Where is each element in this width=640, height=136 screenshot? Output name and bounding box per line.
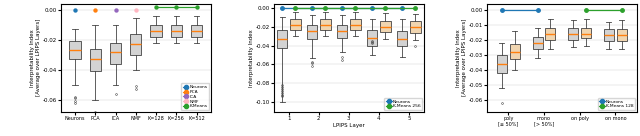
Legend: Neurons, PCA, ICA, NMF, K-Means: Neurons, PCA, ICA, NMF, K-Means bbox=[181, 83, 209, 110]
Y-axis label: Interpretability Index
[Average over LPIPS Layers]: Interpretability Index [Average over LPI… bbox=[456, 19, 467, 96]
PathPatch shape bbox=[277, 30, 287, 48]
PathPatch shape bbox=[617, 30, 627, 41]
Point bbox=[151, 6, 161, 8]
PathPatch shape bbox=[410, 21, 420, 33]
PathPatch shape bbox=[497, 55, 507, 73]
PathPatch shape bbox=[171, 25, 182, 37]
Y-axis label: Interpretability Index: Interpretability Index bbox=[249, 29, 254, 87]
PathPatch shape bbox=[150, 25, 162, 37]
PathPatch shape bbox=[130, 34, 141, 55]
PathPatch shape bbox=[191, 25, 202, 37]
PathPatch shape bbox=[367, 30, 378, 46]
Point bbox=[191, 6, 202, 8]
Point bbox=[70, 9, 80, 11]
PathPatch shape bbox=[337, 25, 348, 38]
Legend: Neurons, K-Means 128: Neurons, K-Means 128 bbox=[598, 98, 636, 110]
PathPatch shape bbox=[290, 19, 301, 30]
PathPatch shape bbox=[350, 19, 361, 30]
Y-axis label: Interpretability Index
[Average over LPIPS Layers]: Interpretability Index [Average over LPI… bbox=[30, 19, 41, 96]
PathPatch shape bbox=[509, 44, 520, 59]
PathPatch shape bbox=[380, 21, 390, 32]
Point bbox=[131, 9, 141, 11]
PathPatch shape bbox=[581, 28, 591, 38]
PathPatch shape bbox=[532, 37, 543, 49]
PathPatch shape bbox=[320, 19, 331, 30]
X-axis label: LPIPS Layer: LPIPS Layer bbox=[333, 123, 365, 129]
PathPatch shape bbox=[69, 41, 81, 59]
PathPatch shape bbox=[568, 28, 578, 40]
PathPatch shape bbox=[90, 49, 101, 71]
Point bbox=[111, 9, 121, 11]
Point bbox=[90, 9, 100, 11]
PathPatch shape bbox=[397, 31, 408, 47]
PathPatch shape bbox=[110, 43, 121, 64]
Legend: Neurons, K-Means 256: Neurons, K-Means 256 bbox=[385, 98, 422, 110]
PathPatch shape bbox=[307, 25, 317, 39]
PathPatch shape bbox=[604, 30, 614, 41]
Point bbox=[172, 6, 182, 8]
PathPatch shape bbox=[545, 28, 556, 40]
